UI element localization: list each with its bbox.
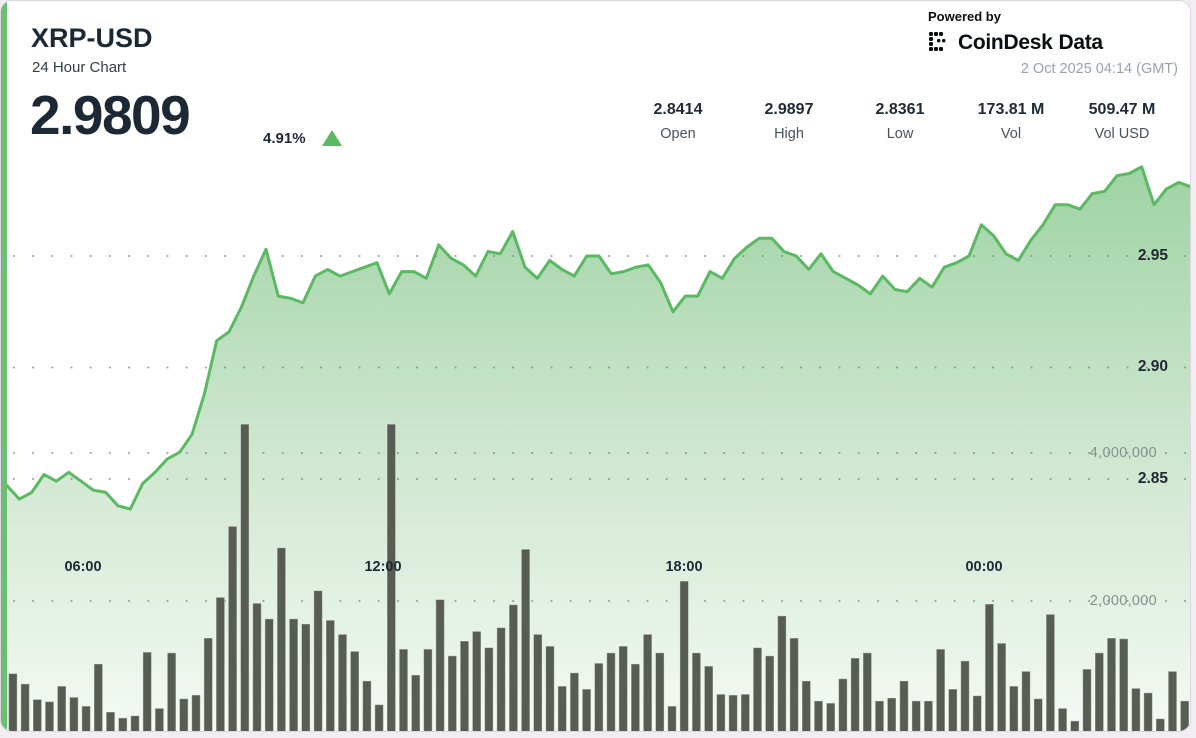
time-label-0000: 00:00	[965, 559, 1003, 575]
stat-high-value: 2.9897	[764, 101, 814, 118]
stat-vol-usd-value: 509.47 M	[1088, 101, 1156, 118]
stat-open-value: 2.8414	[653, 101, 703, 118]
volume-tick-2m: 2,000,000	[1089, 593, 1157, 609]
time-label-1800: 18:00	[665, 559, 703, 575]
stat-open-label: Open	[660, 126, 696, 142]
chart-subtitle: 24 Hour Chart	[32, 59, 127, 76]
coindesk-data-logo[interactable]: CoinDesk Data	[928, 30, 1178, 55]
stat-vol-value: 173.81 M	[977, 101, 1045, 118]
brand-name: CoinDesk Data	[958, 30, 1103, 54]
time-label-0600: 06:00	[64, 559, 102, 575]
brand-suffix: Data	[1058, 30, 1103, 54]
stat-open: 2.8414 Open	[630, 101, 726, 142]
price-tick-2-90: 2.90	[1137, 358, 1168, 375]
stat-low: 2.8361 Low	[852, 101, 948, 142]
price-tick-2-95: 2.95	[1137, 247, 1168, 264]
branding-block: Powered by CoinDesk Data 2 Oct 2025 04:	[928, 9, 1178, 77]
time-label-1200: 12:00	[364, 559, 402, 575]
stat-high: 2.9897 High	[741, 101, 837, 142]
volume-tick-4m: 4,000,000	[1089, 445, 1157, 461]
stat-low-label: Low	[886, 126, 914, 142]
powered-by-label: Powered by	[928, 9, 1001, 24]
left-accent-bar	[1, 1, 7, 731]
stat-high-label: High	[774, 126, 804, 142]
stat-vol-label: Vol	[1000, 126, 1022, 142]
stat-vol: 173.81 M Vol	[963, 101, 1059, 142]
stat-low-value: 2.8361	[875, 101, 925, 118]
price-tick-2-85: 2.85	[1137, 470, 1168, 487]
up-arrow-icon	[322, 130, 342, 146]
ohlcv-stats-row: 2.8414 Open 2.9897 High 2.8361 Low 173.8…	[630, 101, 1170, 142]
coindesk-dots-icon	[929, 32, 946, 51]
last-price: 2.9809	[30, 84, 191, 146]
timestamp: 2 Oct 2025 04:14 (GMT)	[1020, 61, 1178, 77]
symbol-title: XRP-USD	[31, 23, 153, 53]
stat-vol-usd: 509.47 M Vol USD	[1074, 101, 1170, 142]
stat-vol-usd-label: Vol USD	[1094, 126, 1150, 142]
change-percent: 4.91%	[263, 130, 306, 147]
